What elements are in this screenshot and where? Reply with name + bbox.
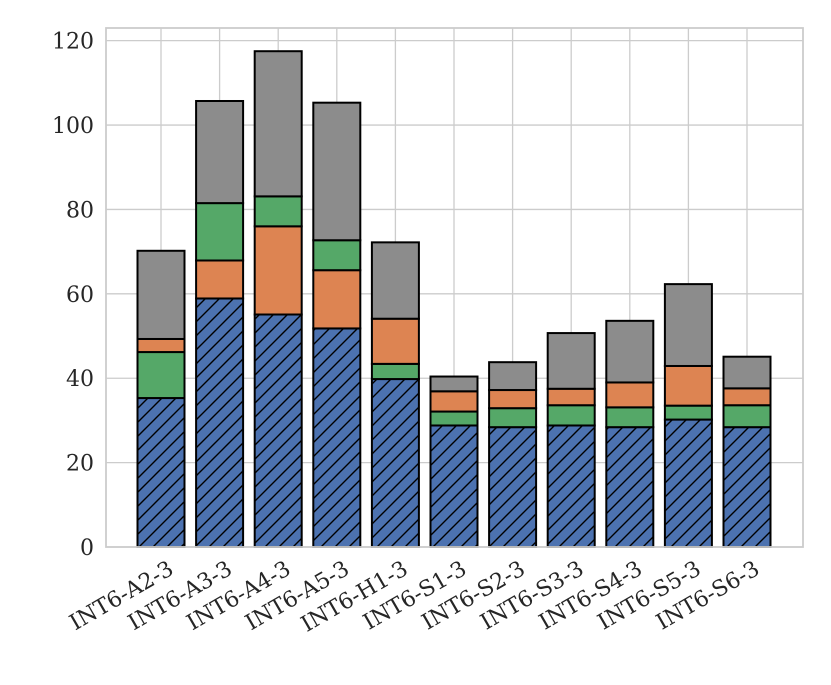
bar-segment-INT6-S4-3-s0 bbox=[605, 426, 655, 549]
bar-segment-INT6-A4-3-s2 bbox=[253, 225, 303, 316]
bar-segment-INT6-H1-3-s1 bbox=[370, 362, 420, 381]
bar-segment-INT6-S5-3-s1 bbox=[663, 404, 713, 421]
bar-segment-INT6-S1-3-s1 bbox=[429, 410, 479, 427]
bar-segment-INT6-A2-3-s4 bbox=[136, 249, 186, 340]
bar-segment-INT6-A4-3-s3 bbox=[253, 195, 303, 228]
bar-segment-INT6-S1-3-s2 bbox=[429, 390, 479, 413]
bar-segment-INT6-A5-3-s3 bbox=[312, 239, 362, 272]
bar-segment-INT6-A2-3-s1 bbox=[136, 351, 186, 400]
bar-segment-INT6-S6-3-s4 bbox=[722, 355, 772, 390]
bar-segment-INT6-H1-3-s2 bbox=[370, 317, 420, 365]
bar-segment-INT6-S2-3-s1 bbox=[488, 407, 538, 429]
y-tick-label: 80 bbox=[66, 198, 94, 223]
bar-segment-INT6-S5-3-s0 bbox=[663, 418, 713, 549]
bar-segment-INT6-H1-3-s0 bbox=[370, 378, 420, 548]
bar-segment-INT6-S2-3-s0 bbox=[488, 426, 538, 549]
bar-segment-INT6-A5-3-s2 bbox=[312, 269, 362, 330]
bar-segment-INT6-S3-3-s2 bbox=[546, 387, 596, 407]
bar-segment-INT6-S5-3-s4 bbox=[663, 283, 713, 367]
bar-segment-INT6-A3-3-s2 bbox=[195, 259, 245, 300]
bar-segment-INT6-H1-3-s4 bbox=[370, 241, 420, 320]
bar-segment-INT6-A3-3-s3 bbox=[195, 202, 245, 262]
bar-segment-INT6-A5-3-s4 bbox=[312, 101, 362, 242]
y-tick-label: 60 bbox=[66, 283, 94, 308]
bar-segment-INT6-S1-3-s0 bbox=[429, 424, 479, 549]
bar-segment-INT6-A2-3-s0 bbox=[136, 397, 186, 548]
bar-segment-INT6-S3-3-s1 bbox=[546, 404, 596, 427]
bar-segment-INT6-A3-3-s0 bbox=[195, 297, 245, 548]
bar-segment-INT6-S4-3-s1 bbox=[605, 406, 655, 429]
y-axis-ticks: 0 20 40 60 80 100 120 bbox=[52, 30, 94, 561]
y-tick-label: 40 bbox=[66, 367, 94, 392]
bar-segment-INT6-S6-3-s2 bbox=[722, 387, 772, 407]
plot-frame bbox=[105, 27, 804, 548]
bar-segment-INT6-S4-3-s2 bbox=[605, 381, 655, 409]
bar-segment-INT6-S5-3-s2 bbox=[663, 364, 713, 407]
y-tick-label: 0 bbox=[80, 536, 94, 561]
bar-segment-INT6-S4-3-s4 bbox=[605, 319, 655, 384]
bar-segment-INT6-A3-3-s4 bbox=[195, 99, 245, 205]
bar-segment-INT6-S2-3-s2 bbox=[488, 389, 538, 410]
bar-segment-INT6-S1-3-s4 bbox=[429, 375, 479, 393]
bar-segment-INT6-S2-3-s4 bbox=[488, 361, 538, 392]
x-axis-ticks: INT6-A2-3INT6-A3-3INT6-A4-3INT6-A5-3INT6… bbox=[66, 557, 764, 638]
bar-segment-INT6-S3-3-s4 bbox=[546, 332, 596, 390]
y-tick-label: 20 bbox=[66, 452, 94, 477]
bar-segment-INT6-A4-3-s0 bbox=[253, 313, 303, 548]
y-tick-label: 120 bbox=[52, 30, 94, 55]
bars bbox=[136, 50, 772, 549]
bar-segment-INT6-A4-3-s4 bbox=[253, 50, 303, 198]
y-tick-label: 100 bbox=[52, 114, 94, 139]
bar-segment-INT6-S6-3-s1 bbox=[722, 404, 772, 429]
bar-segment-INT6-S3-3-s0 bbox=[546, 424, 596, 549]
bar-segment-INT6-S6-3-s0 bbox=[722, 426, 772, 549]
bar-segment-INT6-A2-3-s2 bbox=[136, 337, 186, 354]
bar-segment-INT6-A5-3-s0 bbox=[312, 327, 362, 548]
